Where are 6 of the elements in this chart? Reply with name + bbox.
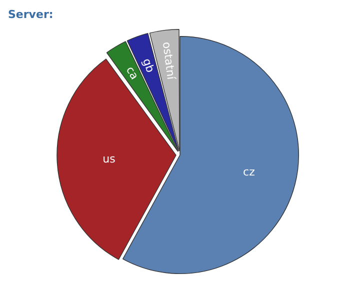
- chart-title: Server:: [8, 8, 54, 23]
- slice-label: ostatní: [160, 41, 178, 82]
- slice-label: gb: [140, 56, 157, 74]
- slice-label: us: [102, 152, 116, 166]
- slice-label: ca: [123, 64, 142, 82]
- slice-label: cz: [243, 166, 256, 179]
